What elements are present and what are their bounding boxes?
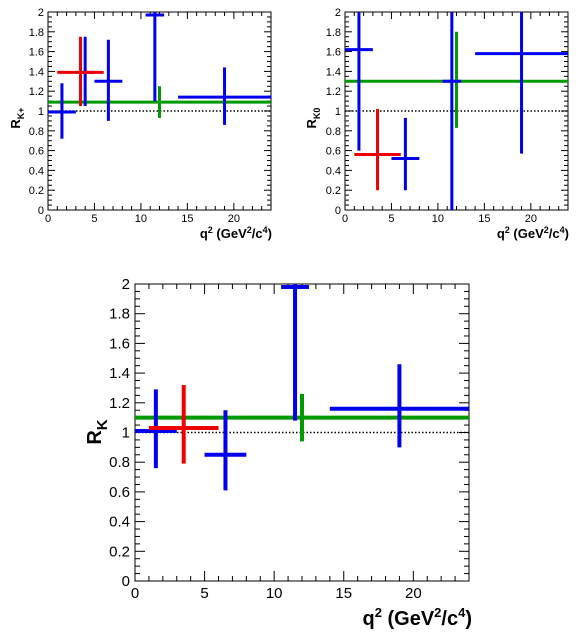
y-tick-label: 0.8: [29, 126, 44, 138]
y-tick-label: 1: [335, 106, 341, 118]
panel-rk: 00.20.40.60.811.21.41.61.820 5 10 15 20 q2 (…: [84, 276, 472, 630]
error-cross: [391, 117, 420, 191]
y-tick-label: 1.4: [29, 66, 44, 78]
error-cross: [48, 83, 76, 139]
y-axis-title: RK0: [304, 108, 322, 129]
x-tick-label: 15: [335, 585, 352, 602]
data-marks: [48, 12, 271, 139]
error-cross: [145, 12, 165, 102]
axis-ticks: 00.20.40.60.811.21.41.61.820 5 10 15 20: [109, 276, 470, 602]
x-tick-label: 10: [266, 585, 283, 602]
error-cross: [281, 284, 309, 421]
y-tick-label: 1.8: [326, 27, 341, 39]
y-tick-label: 1.6: [29, 47, 44, 59]
error-cross: [57, 36, 104, 107]
error-cross: [204, 410, 247, 491]
error-cross: [94, 39, 123, 121]
y-tick-label: 0.4: [109, 514, 130, 531]
x-tick-label: 5: [200, 585, 208, 602]
error-cross: [329, 364, 469, 448]
y-tick-label: 1: [38, 106, 44, 118]
y-tick-label: 1: [122, 425, 130, 442]
axis-ticks: 00.20.40.60.811.21.41.61.820 5 10 15 20: [326, 7, 569, 225]
x-axis-title: q2 (GeV2/c4): [497, 225, 569, 241]
error-cross: [345, 12, 373, 151]
panel-rk0: 00.20.40.60.811.21.41.61.820 5 10 15 20 q2 (…: [304, 7, 569, 241]
x-tick-label: 20: [405, 585, 422, 602]
x-tick-label: 15: [478, 213, 490, 225]
error-cross: [148, 384, 219, 464]
y-tick-label: 1.6: [326, 47, 341, 59]
error-cross: [178, 67, 271, 125]
y-tick-label: 0.8: [326, 126, 341, 138]
y-tick-label: 2: [335, 7, 341, 19]
y-tick-label: 0.2: [326, 185, 341, 197]
error-cross: [135, 393, 469, 442]
y-tick-label: 1.4: [326, 66, 341, 78]
data-marks: [345, 12, 568, 210]
y-tick-label: 1.4: [109, 365, 130, 382]
y-axis-title: RK+: [8, 107, 26, 128]
y-tick-label: 0.6: [29, 146, 44, 158]
y-tick-label: 1.2: [326, 86, 341, 98]
y-axis-title: RK: [84, 419, 111, 444]
x-tick-label: 20: [228, 213, 240, 225]
axis-ticks: 00.20.40.60.811.21.41.61.820 5 10 15 20: [29, 7, 272, 225]
data-marks: [135, 284, 469, 491]
y-tick-label: 0.2: [29, 185, 44, 197]
x-tick-label: 0: [342, 213, 348, 225]
error-cross: [475, 12, 568, 154]
y-tick-label: 0: [122, 573, 130, 590]
x-tick-label: 5: [91, 213, 97, 225]
y-tick-label: 1.6: [109, 335, 130, 352]
x-tick-label: 0: [131, 585, 139, 602]
y-tick-label: 0.6: [326, 146, 341, 158]
y-tick-label: 2: [122, 276, 130, 293]
y-tick-label: 1.8: [29, 27, 44, 39]
error-cross: [442, 12, 462, 210]
y-tick-label: 0: [38, 205, 44, 217]
y-tick-label: 1.2: [29, 86, 44, 98]
x-axis-title: q2 (GeV2/c4): [200, 225, 272, 241]
x-tick-label: 10: [432, 213, 444, 225]
y-tick-label: 0.2: [109, 543, 130, 560]
x-axis-title: q2 (GeV2/c4): [362, 605, 472, 630]
x-tick-label: 5: [388, 213, 394, 225]
error-cross: [354, 109, 401, 191]
x-tick-label: 0: [45, 213, 51, 225]
x-tick-label: 15: [181, 213, 193, 225]
y-tick-label: 2: [38, 7, 44, 19]
y-tick-label: 0: [335, 205, 341, 217]
x-tick-label: 20: [525, 213, 537, 225]
y-tick-label: 0.6: [109, 484, 130, 501]
y-tick-label: 0.4: [29, 165, 44, 177]
y-tick-label: 1.2: [109, 395, 130, 412]
y-tick-label: 0.8: [109, 454, 130, 471]
y-tick-label: 1.8: [109, 306, 130, 323]
panel-rk-plus: 00.20.40.60.811.21.41.61.820 5 10 15 20 q2 (…: [8, 7, 272, 241]
y-tick-label: 0.4: [326, 165, 341, 177]
x-tick-label: 10: [135, 213, 147, 225]
